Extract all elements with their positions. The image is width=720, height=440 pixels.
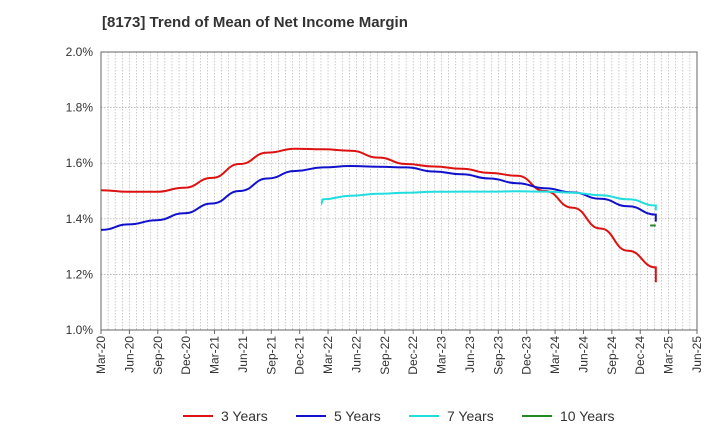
y-axis-ticks: 1.0% 1.2% 1.4% 1.6% 1.8% 2.0% [66, 45, 94, 337]
legend-label: 5 Years [334, 408, 381, 424]
x-tick-label: Mar-20 [94, 336, 108, 374]
x-tick-label: Jun-20 [122, 336, 136, 373]
legend-item: 5 Years [296, 404, 381, 428]
series-line-7-years [320, 190, 657, 211]
y-tick-label: 1.0% [66, 323, 94, 337]
legend-swatch [409, 415, 439, 417]
x-tick-label: Dec-23 [520, 336, 534, 375]
series-lines [100, 147, 657, 283]
grid [101, 52, 697, 330]
y-tick-label: 1.2% [66, 267, 94, 281]
x-tick-label: Dec-24 [633, 336, 647, 375]
x-tick-label: Mar-24 [548, 336, 562, 374]
legend-swatch [522, 415, 552, 417]
series-line-3-years [100, 147, 657, 283]
legend-label: 3 Years [221, 408, 268, 424]
x-tick-label: Mar-25 [662, 336, 676, 374]
legend-swatch [296, 415, 326, 417]
y-tick-label: 1.4% [66, 212, 94, 226]
x-tick-label: Jun-22 [349, 336, 363, 373]
x-tick-label: Jun-23 [463, 336, 477, 373]
y-tick-label: 1.6% [66, 156, 94, 170]
x-tick-label: Dec-22 [406, 336, 420, 375]
x-axis-ticks: Mar-20 Jun-20 Sep-20 Dec-20 Mar-21 Jun-21 Sep-… [94, 336, 704, 375]
legend-label: 10 Years [560, 408, 615, 424]
x-tick-label: Jun-21 [236, 336, 250, 373]
x-tick-label: Jun-24 [576, 336, 590, 373]
legend: 3 Years 5 Years 7 Years 10 Years [0, 404, 720, 428]
x-tick-label: Sep-20 [151, 336, 165, 375]
legend-swatch [183, 415, 213, 417]
chart-title: [8173] Trend of Mean of Net Income Margi… [102, 14, 408, 31]
x-tick-label: Sep-22 [378, 336, 392, 375]
x-tick-label: Jun-25 [690, 336, 704, 373]
x-tick-label: Mar-21 [208, 336, 222, 374]
legend-label: 7 Years [447, 408, 494, 424]
x-tick-label: Sep-23 [491, 336, 505, 375]
legend-item: 10 Years [522, 404, 615, 428]
legend-item: 7 Years [409, 404, 494, 428]
x-tick-label: Mar-22 [321, 336, 335, 374]
y-tick-label: 1.8% [66, 101, 94, 115]
x-tick-label: Dec-20 [179, 336, 193, 375]
legend-item: 3 Years [183, 404, 268, 428]
x-tick-label: Mar-23 [435, 336, 449, 374]
y-tick-label: 2.0% [66, 45, 94, 59]
series-line-5-years [100, 164, 657, 231]
x-tick-label: Sep-24 [605, 336, 619, 375]
x-tick-label: Dec-21 [293, 336, 307, 375]
x-tick-label: Sep-21 [264, 336, 278, 375]
